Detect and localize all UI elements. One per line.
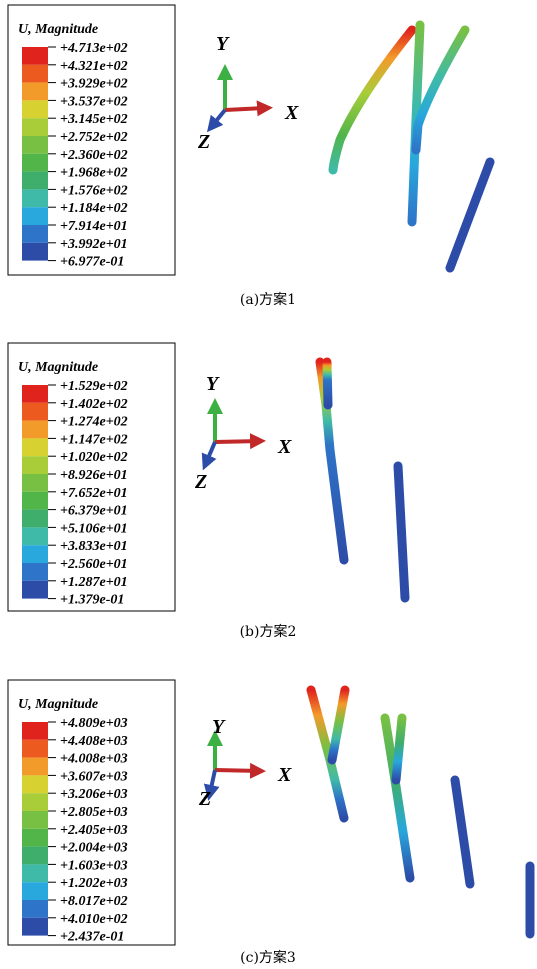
legend-band: [22, 775, 48, 793]
legend-band: [22, 118, 48, 136]
legend-label: +3.833e+01: [60, 539, 128, 554]
legend-label: +2.437e-01: [60, 930, 124, 945]
caption: (a)方案1: [240, 291, 296, 308]
legend-label: +1.184e+02: [60, 201, 128, 216]
legend-label: +1.603e+03: [60, 858, 128, 873]
axis-label: X: [277, 764, 292, 786]
legend-band: [22, 492, 48, 510]
legend-label: +4.010e+02: [60, 912, 128, 927]
legend-band: [22, 100, 48, 118]
legend-label: +2.405e+03: [60, 823, 128, 838]
legend-band: [22, 47, 48, 65]
legend-label: +4.321e+02: [60, 59, 128, 74]
legend-label: +4.713e+02: [60, 41, 128, 56]
legend-label: +2.004e+03: [60, 841, 128, 856]
legend-label: +3.145e+02: [60, 112, 128, 127]
legend-label: +8.017e+02: [60, 894, 128, 909]
axis-label: Y: [206, 373, 220, 395]
legend-title: U, Magnitude: [18, 360, 98, 375]
legend-band: [22, 758, 48, 776]
legend-label: +7.914e+01: [60, 219, 128, 234]
axis-label: Z: [197, 131, 210, 153]
legend-label: +1.402e+02: [60, 397, 128, 412]
legend-band: [22, 243, 48, 261]
legend-band: [22, 154, 48, 172]
legend-label: +2.752e+02: [60, 130, 128, 145]
triad: Y X Z: [198, 716, 292, 810]
legend-label: +1.379e-01: [60, 593, 124, 608]
legend-label: +6.379e+01: [60, 504, 128, 519]
legend-band: [22, 136, 48, 154]
axis-label: X: [284, 102, 299, 124]
legend-label: +7.652e+01: [60, 486, 128, 501]
legend-title: U, Magnitude: [18, 22, 98, 37]
legend-label: +3.992e+01: [60, 237, 128, 252]
legend-band: [22, 385, 48, 403]
legend-label: +2.805e+03: [60, 805, 128, 820]
legend-band: [22, 918, 48, 936]
legend-label: +1.968e+02: [60, 166, 128, 181]
legend-label: +1.274e+02: [60, 415, 128, 430]
legends: U, Magnitude +4.713e+02 +4.321e+02 +3.929e+…: [8, 5, 175, 945]
legend-band: [22, 793, 48, 811]
legend-band: [22, 811, 48, 829]
legend-band: [22, 474, 48, 492]
legend-band: [22, 225, 48, 243]
legend-band: [22, 563, 48, 581]
legend-band: [22, 189, 48, 207]
legend-band: [22, 722, 48, 740]
triad: Y X Z: [197, 33, 299, 153]
legend-label: +3.607e+03: [60, 769, 128, 784]
triad: Y X Z: [194, 373, 292, 493]
legend-label: +1.020e+02: [60, 450, 128, 465]
legend-band: [22, 207, 48, 225]
legend-band: [22, 510, 48, 528]
legend-band: [22, 83, 48, 101]
legend-label: +1.529e+02: [60, 379, 128, 394]
legend-band: [22, 527, 48, 545]
legend-label: +2.360e+02: [60, 148, 128, 163]
legend-band: [22, 65, 48, 83]
legend-band: [22, 847, 48, 865]
legend-label: +5.106e+01: [60, 521, 128, 536]
legend-label: +1.576e+02: [60, 183, 128, 198]
legend-label: +4.809e+03: [60, 716, 128, 731]
legend-label: +8.926e+01: [60, 468, 128, 483]
caption: (b)方案2: [240, 623, 297, 640]
legend-label: +3.537e+02: [60, 94, 128, 109]
legend-band: [22, 403, 48, 421]
legend-band: [22, 864, 48, 882]
axis-label: Z: [198, 788, 211, 810]
legend-band: [22, 438, 48, 456]
legend-band: [22, 456, 48, 474]
legend-band: [22, 900, 48, 918]
legend-label: +3.929e+02: [60, 77, 128, 92]
legend-band: [22, 882, 48, 900]
legend-label: +1.147e+02: [60, 432, 128, 447]
model: [333, 22, 490, 268]
legend-band: [22, 740, 48, 758]
legend-band: [22, 581, 48, 599]
axis-label: Y: [216, 33, 230, 55]
legend-band: [22, 545, 48, 563]
legend-band: [22, 829, 48, 847]
legend-label: +2.560e+01: [60, 557, 128, 572]
legend-label: +4.008e+03: [60, 752, 128, 767]
axis-label: Z: [194, 471, 207, 493]
legend-label: +3.206e+03: [60, 787, 128, 802]
model: [320, 362, 405, 598]
caption: (c)方案3: [240, 949, 296, 966]
legend-title: U, Magnitude: [18, 697, 98, 712]
axis-label: X: [277, 436, 292, 458]
legend-label: +4.408e+03: [60, 734, 128, 749]
figure: U, Magnitude +4.713e+02 +4.321e+02 +3.929e+…: [0, 0, 537, 969]
legend-label: +1.287e+01: [60, 575, 128, 590]
legend-label: +6.977e-01: [60, 255, 124, 270]
axis-label: Y: [212, 716, 226, 738]
legend-label: +1.202e+03: [60, 876, 128, 891]
legend-band: [22, 421, 48, 439]
legend-band: [22, 172, 48, 190]
model: [311, 690, 530, 934]
